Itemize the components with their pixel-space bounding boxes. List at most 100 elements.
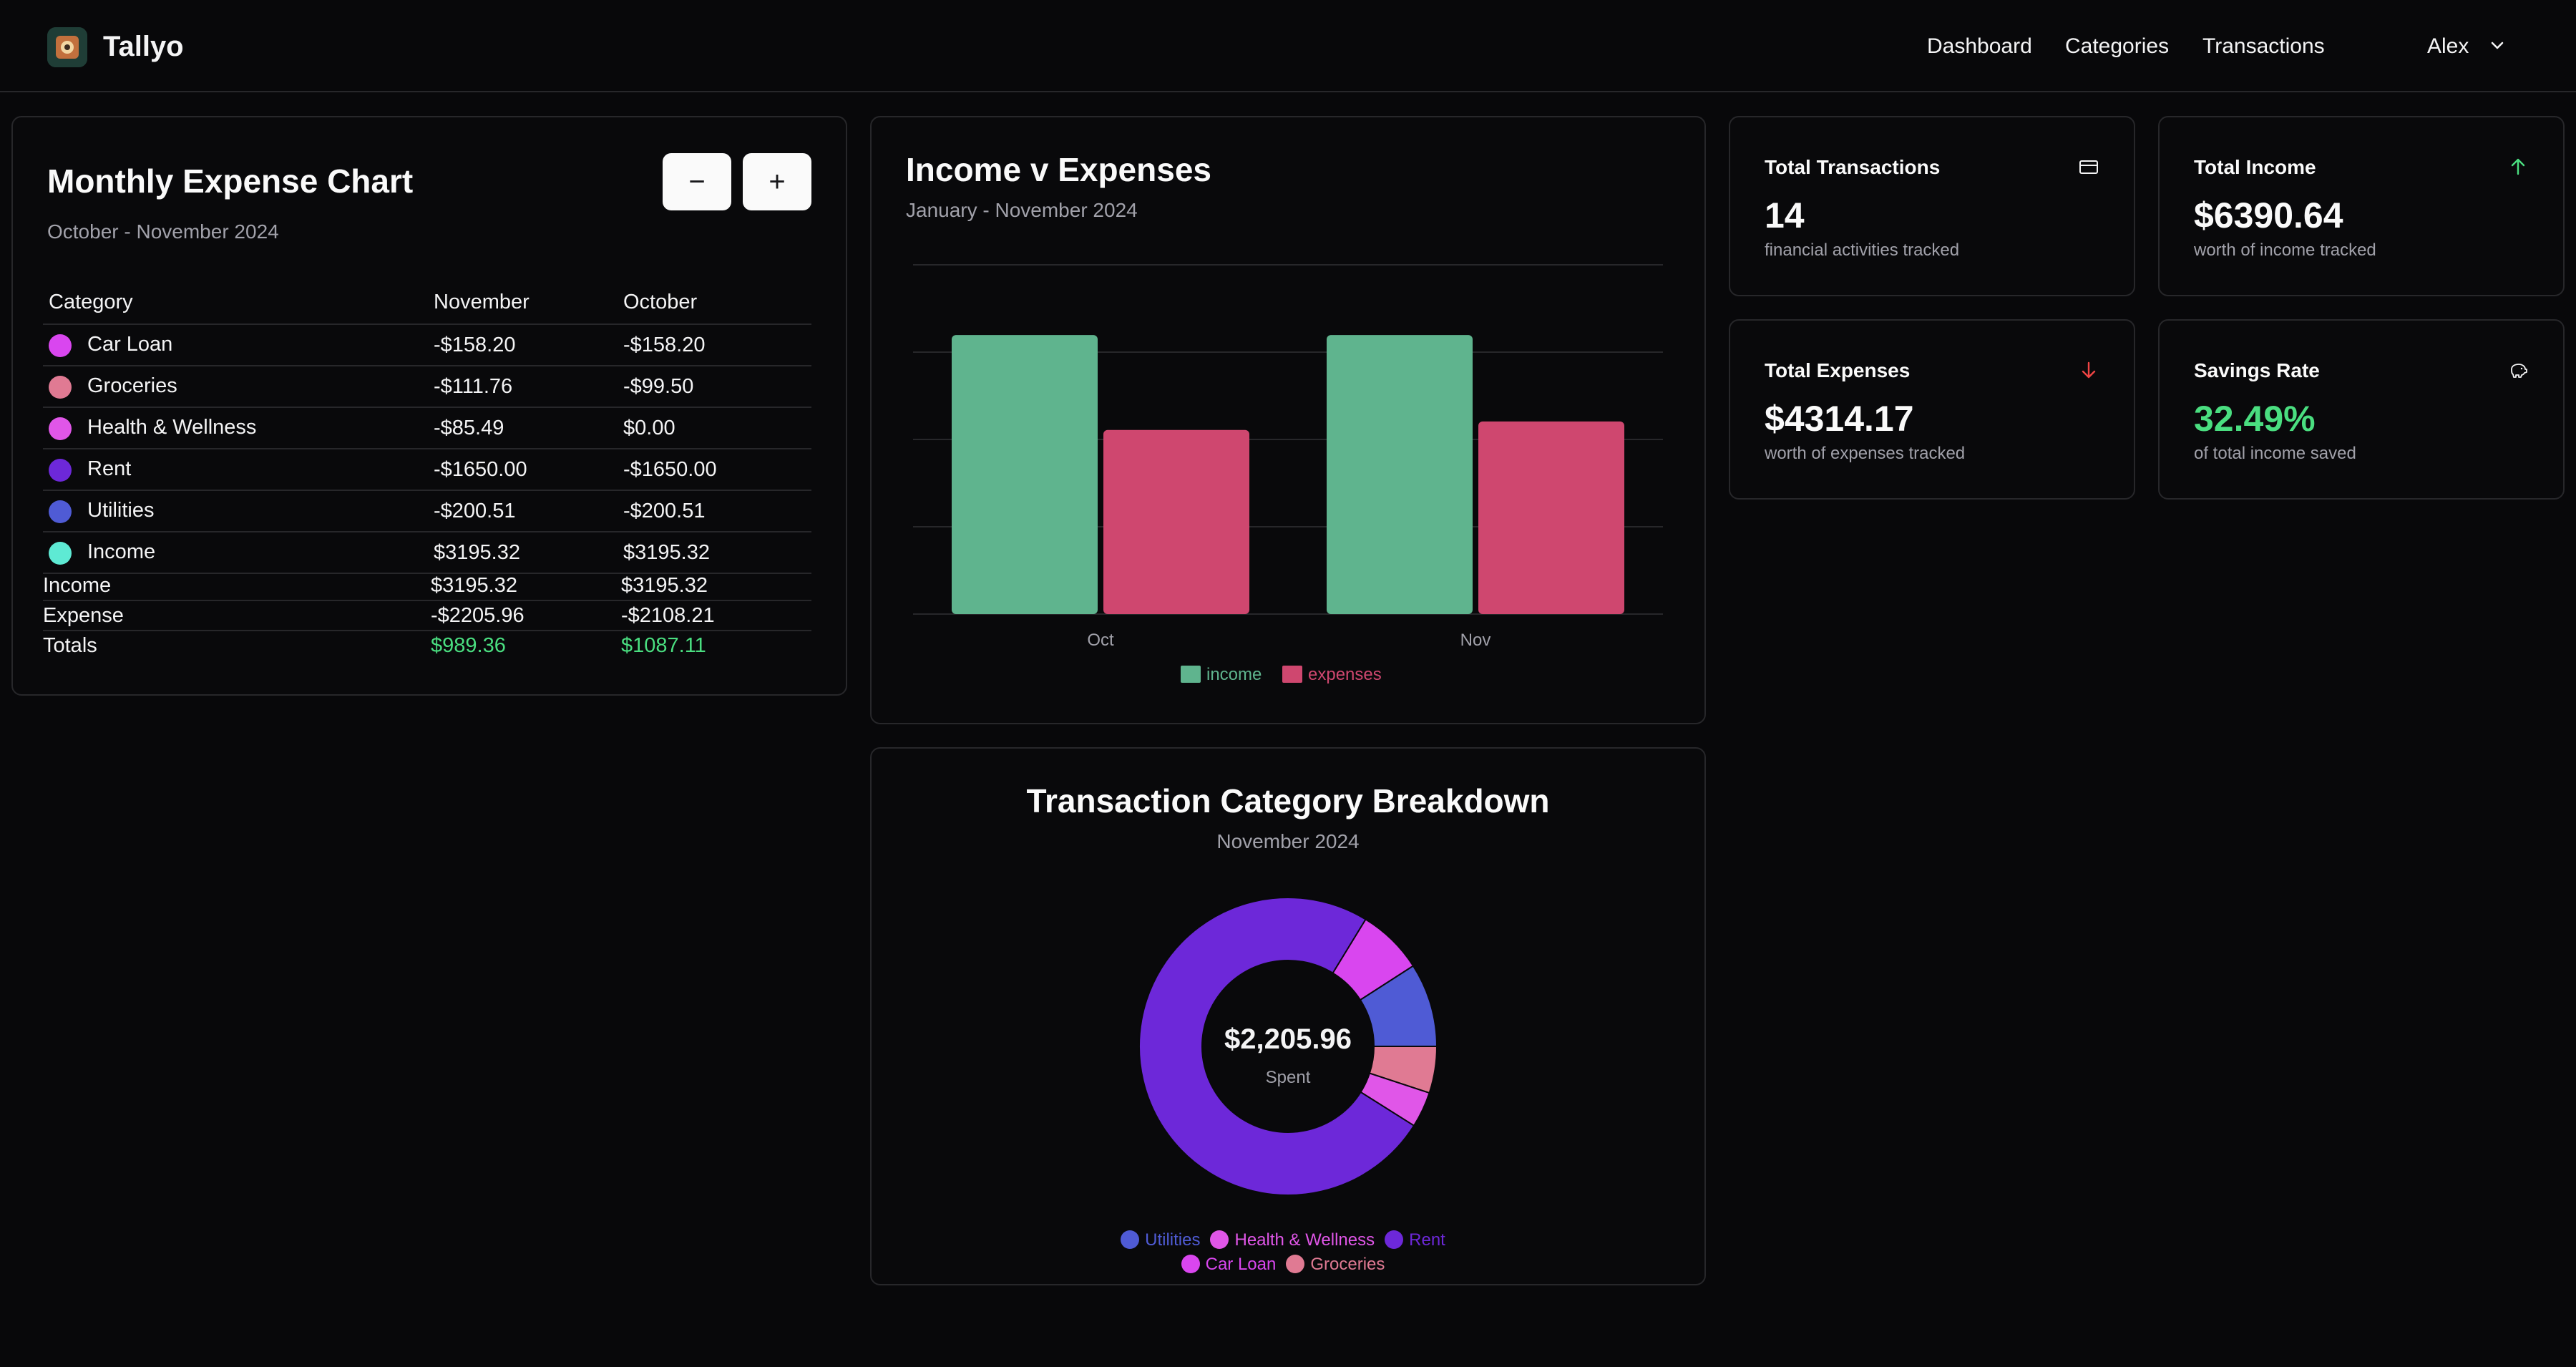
- column-header-november: November: [428, 281, 618, 325]
- donut-center-value: $2,205.96: [1224, 1023, 1352, 1055]
- increase-button[interactable]: +: [743, 153, 811, 210]
- legend-swatch-income: [1181, 666, 1201, 683]
- category-name: Groceries: [87, 374, 177, 398]
- app-logo-icon[interactable]: [47, 27, 87, 67]
- summary-october: -$2108.21: [621, 600, 811, 631]
- total-expenses-title: Total Expenses: [1765, 359, 1911, 381]
- donut-legend: Utilities Health & Wellness Rent Car Loan Gr…: [1085, 1228, 1491, 1277]
- table-row: Utilities -$200.51 -$200.51: [43, 490, 811, 532]
- total-income-value: $6390.64: [2194, 195, 2343, 235]
- column-header-october: October: [618, 281, 811, 325]
- donut-slice-rent[interactable]: [1138, 897, 1415, 1196]
- category-color-dot: [49, 375, 72, 399]
- summary-november: -$2205.96: [431, 600, 621, 631]
- summary-label: Expense: [43, 600, 431, 631]
- savings-rate-value: 32.49%: [2194, 399, 2316, 439]
- bar-expenses-oct[interactable]: [1103, 429, 1249, 614]
- donut-slice-utilities[interactable]: [1359, 965, 1438, 1047]
- category-name: Car Loan: [87, 333, 173, 356]
- total-transactions-sub: financial activities tracked: [1765, 240, 1960, 260]
- summary-label: Income: [43, 571, 431, 601]
- total-income-card: [2158, 116, 2565, 296]
- summary-november: $989.36: [431, 633, 506, 657]
- user-menu[interactable]: Alex: [2427, 34, 2469, 58]
- credit-card-icon: [2079, 160, 2098, 174]
- top-navbar: Tallyo Dashboard Categories Transactions…: [0, 0, 2576, 92]
- column-header-category: Category: [43, 281, 428, 325]
- category-cell: Income: [43, 532, 428, 574]
- table-row: Income $3195.32 $3195.32: [43, 532, 811, 574]
- donut-center-label: Spent: [1265, 1068, 1311, 1087]
- category-color-dot: [49, 541, 72, 565]
- bar-income-nov[interactable]: [1327, 335, 1473, 614]
- category-cell: Rent: [43, 449, 428, 491]
- summary-row: Income $3195.32 $3195.32: [43, 571, 811, 601]
- legend-label: Utilities: [1145, 1230, 1201, 1250]
- monthly-expense-subtitle: October - November 2024: [47, 220, 279, 243]
- legend-label: Groceries: [1310, 1255, 1385, 1274]
- legend-item: Groceries: [1286, 1255, 1385, 1274]
- savings-rate-title: Savings Rate: [2194, 359, 2320, 381]
- november-value: -$158.20: [428, 324, 618, 366]
- monthly-expense-title: Monthly Expense Chart: [47, 162, 414, 200]
- nav-dashboard-link[interactable]: Dashboard: [1927, 34, 2032, 58]
- savings-rate-card: [2158, 319, 2565, 500]
- nav-transactions-link[interactable]: Transactions: [2202, 34, 2325, 58]
- income-expenses-title: Income v Expenses: [906, 151, 1211, 188]
- piggy-bank-icon: [2511, 364, 2527, 378]
- savings-rate-sub: of total income saved: [2194, 444, 2356, 463]
- bar-income-oct[interactable]: [952, 335, 1098, 614]
- category-name: Income: [87, 540, 156, 564]
- total-expenses-card: [1729, 319, 2135, 500]
- summary-october: $1087.11: [621, 633, 706, 657]
- table-row: Rent -$1650.00 -$1650.00: [43, 449, 811, 491]
- x-tick-label: Nov: [1460, 631, 1491, 650]
- october-value: -$158.20: [618, 324, 811, 366]
- total-transactions-value: 14: [1765, 195, 1805, 235]
- november-value: -$1650.00: [428, 449, 618, 491]
- legend-row: Utilities Health & Wellness Rent: [1085, 1228, 1491, 1252]
- summary-row: Totals $989.36 $1087.11: [43, 631, 811, 660]
- app-name[interactable]: Tallyo: [103, 31, 184, 62]
- legend-label: Rent: [1409, 1230, 1445, 1250]
- legend-item: Health & Wellness: [1210, 1230, 1375, 1250]
- total-transactions-title: Total Transactions: [1765, 156, 1941, 178]
- category-name: Rent: [87, 457, 132, 481]
- category-cell: Car Loan: [43, 324, 428, 366]
- nav-categories-link[interactable]: Categories: [2065, 34, 2170, 58]
- income-expenses-subtitle: January - November 2024: [906, 199, 1138, 221]
- category-donut-chart: [1138, 897, 1438, 1196]
- total-transactions-card: [1729, 116, 2135, 296]
- breakdown-subtitle: November 2024: [1216, 830, 1360, 852]
- legend-dot: [1121, 1230, 1140, 1249]
- legend-label: Car Loan: [1205, 1255, 1277, 1274]
- total-expenses-value: $4314.17: [1765, 399, 1914, 439]
- legend-item: Rent: [1385, 1230, 1445, 1250]
- november-value: $3195.32: [428, 532, 618, 574]
- october-value: -$1650.00: [618, 449, 811, 491]
- legend-label: Health & Wellness: [1234, 1230, 1375, 1250]
- chevron-down-icon[interactable]: [2487, 36, 2507, 56]
- category-color-dot: [49, 334, 72, 357]
- category-cell: Groceries: [43, 366, 428, 408]
- legend-dot: [1210, 1230, 1229, 1249]
- category-cell: Health & Wellness: [43, 407, 428, 449]
- summary-row: Expense -$2205.96 -$2108.21: [43, 600, 811, 631]
- total-income-sub: worth of income tracked: [2194, 240, 2376, 260]
- summary-october: $3195.32: [621, 571, 811, 601]
- bar-expenses-nov[interactable]: [1478, 421, 1624, 614]
- total-income-title: Total Income: [2194, 156, 2316, 178]
- category-color-dot: [49, 417, 72, 440]
- category-name: Health & Wellness: [87, 416, 257, 439]
- legend-item: Utilities: [1121, 1230, 1200, 1250]
- income-expenses-bar-chart: Oct Nov income expenses: [913, 264, 1663, 684]
- category-name: Utilities: [87, 499, 155, 522]
- november-value: -$111.76: [428, 366, 618, 408]
- arrow-down-icon: [2082, 361, 2096, 379]
- table-row: Health & Wellness -$85.49 $0.00: [43, 407, 811, 449]
- legend-item: Car Loan: [1181, 1255, 1277, 1274]
- october-value: -$200.51: [618, 490, 811, 532]
- legend-label-expenses: expenses: [1308, 665, 1382, 684]
- breakdown-title: Transaction Category Breakdown: [1026, 782, 1550, 819]
- decrease-button[interactable]: −: [663, 153, 731, 210]
